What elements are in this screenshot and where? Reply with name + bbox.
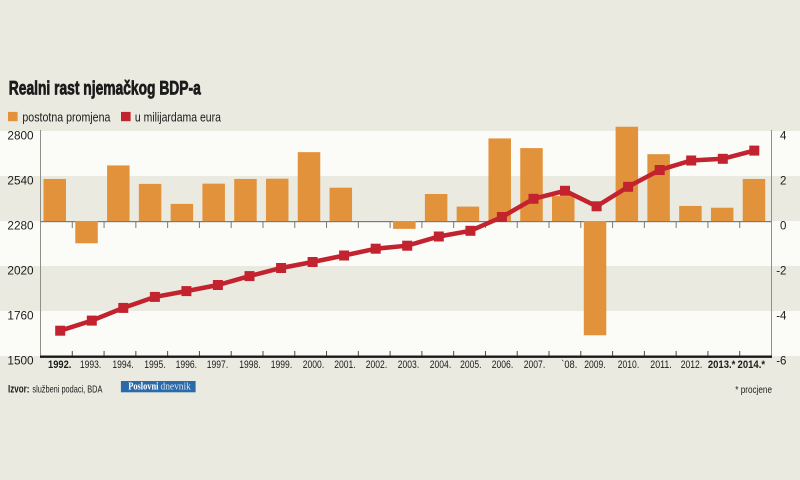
svg-text:2020: 2020 [7, 265, 33, 277]
svg-text:2280: 2280 [7, 220, 33, 232]
svg-text:2003.: 2003. [398, 359, 419, 371]
svg-text:2005.: 2005. [460, 359, 481, 371]
svg-text:1500: 1500 [7, 355, 33, 367]
svg-text:2007.: 2007. [524, 359, 545, 371]
svg-text:-4: -4 [776, 310, 787, 322]
svg-text:2800: 2800 [7, 130, 33, 142]
svg-text:4: 4 [780, 130, 787, 142]
svg-text:2011.: 2011. [650, 359, 671, 371]
svg-text:2001.: 2001. [334, 359, 355, 371]
svg-text:2000.: 2000. [303, 359, 324, 371]
svg-text:2: 2 [780, 175, 786, 187]
svg-text:1760: 1760 [7, 310, 33, 322]
svg-text:* procjene: * procjene [735, 384, 772, 396]
svg-text:`08.: `08. [561, 359, 577, 371]
svg-text:1994.: 1994. [112, 359, 133, 371]
svg-text:1999.: 1999. [271, 359, 292, 371]
svg-text:2012.: 2012. [681, 359, 702, 371]
svg-text:1996.: 1996. [176, 359, 197, 371]
svg-text:1998.: 1998. [239, 359, 260, 371]
svg-text:1992.: 1992. [48, 359, 71, 371]
svg-text:-2: -2 [776, 265, 786, 277]
svg-text:službeni podaci, BDA: službeni podaci, BDA [32, 384, 102, 396]
svg-text:Izvor:: Izvor: [8, 384, 29, 396]
svg-text:-6: -6 [776, 355, 786, 367]
svg-text:u milijardama eura: u milijardama eura [135, 109, 222, 124]
svg-text:2014.*: 2014.* [738, 359, 766, 371]
svg-text:1997.: 1997. [207, 359, 228, 371]
svg-text:2004.: 2004. [430, 359, 451, 371]
svg-text:2540: 2540 [7, 175, 33, 187]
svg-text:0: 0 [780, 220, 786, 232]
svg-text:2013.*: 2013.* [708, 359, 736, 371]
svg-text:Realni rast njemačkog BDP-a: Realni rast njemačkog BDP-a [9, 79, 201, 100]
svg-text:1995.: 1995. [144, 359, 165, 371]
svg-text:2009.: 2009. [584, 359, 605, 371]
svg-text:2006.: 2006. [492, 359, 513, 371]
svg-text:2002.: 2002. [366, 359, 387, 371]
svg-text:1993.: 1993. [80, 359, 101, 371]
svg-text:2010.: 2010. [618, 359, 639, 371]
svg-text:postotna promjena: postotna promjena [22, 109, 111, 124]
